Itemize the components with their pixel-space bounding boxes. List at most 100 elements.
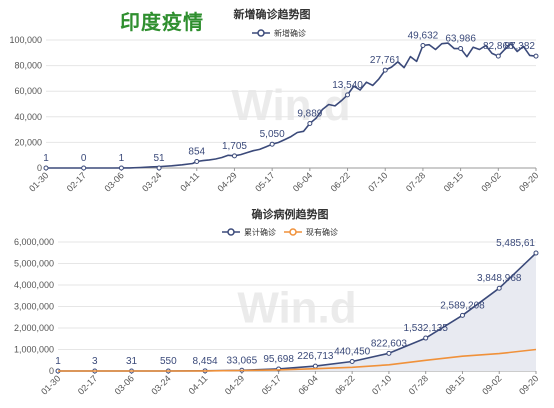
x-tick-label: 04-11 bbox=[178, 170, 201, 193]
data-point bbox=[156, 165, 162, 171]
x-tick-label: 07-28 bbox=[407, 373, 430, 396]
x-tick-label: 04-29 bbox=[216, 170, 239, 193]
data-point bbox=[459, 312, 465, 318]
new-cases-chart: Win.d新增确诊趋势图新增确诊020,00040,00060,00080,00… bbox=[9, 7, 540, 194]
data-point bbox=[496, 285, 502, 291]
x-tick-label: 05-17 bbox=[253, 170, 276, 193]
x-tick-label: 06-22 bbox=[329, 170, 352, 193]
y-tick-label: 40,000 bbox=[14, 112, 42, 122]
data-point bbox=[231, 153, 237, 159]
legend-label: 现有确诊 bbox=[306, 227, 338, 237]
data-label: 1 bbox=[43, 153, 49, 164]
data-label: 226,713 bbox=[297, 351, 334, 362]
x-tick-label: 08-15 bbox=[442, 170, 465, 193]
data-label: 2,589,208 bbox=[440, 300, 485, 311]
data-point bbox=[43, 165, 49, 171]
data-label: 1,532,135 bbox=[403, 323, 448, 334]
x-tick-label: 01-30 bbox=[27, 170, 50, 193]
data-point bbox=[345, 92, 351, 98]
data-label: 5,485,61 bbox=[496, 238, 535, 249]
y-tick-label: 4,000,000 bbox=[14, 280, 54, 290]
data-label: 822,603 bbox=[371, 338, 408, 349]
x-tick-label: 09-02 bbox=[480, 373, 503, 396]
x-tick-label: 01-30 bbox=[39, 373, 62, 396]
data-point bbox=[386, 350, 392, 356]
x-tick-label: 09-02 bbox=[479, 170, 502, 193]
chart-title: 确诊病例趋势图 bbox=[252, 207, 329, 221]
x-tick-label: 02-17 bbox=[65, 170, 88, 193]
data-label: 1 bbox=[119, 153, 125, 164]
series-line bbox=[46, 42, 537, 169]
data-label: 8,454 bbox=[193, 356, 218, 367]
y-tick-label: 100,000 bbox=[9, 35, 42, 45]
x-tick-label: 03-24 bbox=[140, 170, 163, 193]
data-label: 13,540 bbox=[332, 80, 363, 91]
x-tick-label: 09-20 bbox=[517, 373, 540, 396]
data-label: 3,848,968 bbox=[477, 273, 522, 284]
data-label: 87,382 bbox=[504, 41, 535, 52]
data-label: 854 bbox=[188, 147, 205, 158]
x-tick-label: 02-17 bbox=[76, 373, 99, 396]
data-point bbox=[312, 363, 318, 369]
data-label: 51 bbox=[154, 153, 166, 164]
data-label: 1 bbox=[55, 356, 61, 367]
data-label: 5,050 bbox=[260, 129, 285, 140]
page-title: 印度疫情 bbox=[120, 10, 204, 34]
x-tick-label: 08-15 bbox=[444, 373, 467, 396]
y-tick-label: 0 bbox=[49, 366, 54, 376]
y-tick-label: 3,000,000 bbox=[14, 302, 54, 312]
data-point bbox=[533, 250, 539, 256]
data-label: 31 bbox=[126, 356, 138, 367]
x-tick-label: 03-06 bbox=[102, 170, 125, 193]
data-label: 1,705 bbox=[222, 141, 247, 152]
data-point bbox=[458, 46, 464, 52]
x-tick-label: 06-04 bbox=[296, 373, 319, 396]
legend-swatch-marker bbox=[227, 228, 235, 236]
data-point bbox=[533, 53, 539, 59]
y-tick-label: 60,000 bbox=[14, 86, 42, 96]
y-tick-label: 5,000,000 bbox=[14, 259, 54, 269]
y-tick-label: 6,000,000 bbox=[14, 237, 54, 247]
data-label: 0 bbox=[81, 153, 87, 164]
y-tick-label: 20,000 bbox=[14, 137, 42, 147]
data-label: 9,889 bbox=[297, 108, 322, 119]
x-tick-label: 07-10 bbox=[370, 373, 393, 396]
data-point bbox=[118, 165, 124, 171]
series-line bbox=[58, 348, 537, 372]
data-label: 440,450 bbox=[334, 347, 371, 358]
data-label: 3 bbox=[92, 356, 98, 367]
data-label: 27,761 bbox=[370, 55, 401, 66]
legend-swatch-marker bbox=[289, 228, 297, 236]
x-tick-label: 07-10 bbox=[366, 170, 389, 193]
y-tick-label: 0 bbox=[37, 163, 42, 173]
x-tick-label: 03-24 bbox=[149, 373, 172, 396]
legend-swatch-marker bbox=[257, 29, 265, 37]
y-tick-label: 2,000,000 bbox=[14, 323, 54, 333]
legend-label: 累计确诊 bbox=[244, 227, 276, 237]
x-tick-label: 06-22 bbox=[333, 373, 356, 396]
x-tick-label: 04-11 bbox=[187, 373, 210, 396]
data-point bbox=[495, 53, 501, 59]
series-area bbox=[58, 253, 536, 371]
x-tick-label: 04-29 bbox=[223, 373, 246, 396]
data-point bbox=[194, 159, 200, 165]
data-label: 550 bbox=[160, 356, 177, 367]
data-point bbox=[349, 359, 355, 365]
watermark: Win.d bbox=[237, 284, 356, 333]
data-label: 63,986 bbox=[445, 34, 476, 45]
x-tick-label: 07-28 bbox=[404, 170, 427, 193]
y-tick-label: 1,000,000 bbox=[14, 345, 54, 355]
data-point bbox=[307, 120, 313, 126]
chart-title: 新增确诊趋势图 bbox=[234, 7, 311, 21]
data-label: 33,065 bbox=[227, 355, 258, 366]
data-point bbox=[269, 141, 275, 147]
x-tick-label: 06-04 bbox=[291, 170, 314, 193]
x-tick-label: 05-17 bbox=[260, 373, 283, 396]
data-label: 49,632 bbox=[408, 31, 439, 42]
data-point bbox=[420, 43, 426, 49]
data-point bbox=[423, 335, 429, 341]
legend-label: 新增确诊 bbox=[274, 28, 306, 38]
data-label: 95,698 bbox=[263, 354, 294, 365]
data-label: 82,860 bbox=[483, 41, 514, 52]
